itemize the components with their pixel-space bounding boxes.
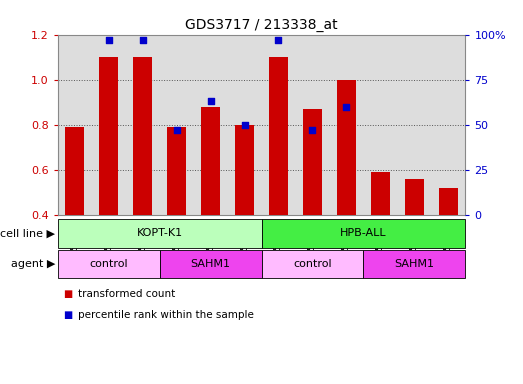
Bar [431, 35, 465, 215]
Bar [92, 35, 126, 215]
Bar [201, 107, 220, 215]
Bar [363, 250, 465, 278]
Point [309, 127, 317, 133]
Bar [371, 172, 390, 215]
Point [206, 98, 215, 104]
Point [343, 104, 351, 110]
Point [241, 122, 249, 128]
Bar [58, 219, 262, 248]
Bar [235, 125, 254, 215]
Bar [303, 109, 322, 215]
Bar [262, 250, 363, 278]
Text: KOPT-K1: KOPT-K1 [137, 228, 183, 238]
Bar [133, 57, 152, 215]
Point [138, 37, 146, 43]
Text: transformed count: transformed count [78, 289, 176, 299]
Bar [269, 57, 288, 215]
Bar [262, 35, 295, 215]
Text: SAHM1: SAHM1 [394, 259, 435, 269]
Bar [329, 35, 363, 215]
Bar [65, 127, 84, 215]
Bar [99, 57, 118, 215]
Text: control: control [89, 259, 128, 269]
Bar [126, 35, 160, 215]
Bar [262, 219, 465, 248]
Point [173, 127, 181, 133]
Point [275, 37, 283, 43]
Bar [58, 250, 160, 278]
Bar [228, 35, 262, 215]
Bar [405, 179, 424, 215]
Text: SAHM1: SAHM1 [190, 259, 231, 269]
Bar [337, 80, 356, 215]
Point [105, 37, 113, 43]
Bar [160, 250, 262, 278]
Text: cell line ▶: cell line ▶ [0, 228, 55, 238]
Text: HPB-ALL: HPB-ALL [340, 228, 387, 238]
Text: ■: ■ [63, 289, 72, 299]
Bar [363, 35, 397, 215]
Bar [397, 35, 431, 215]
Text: percentile rank within the sample: percentile rank within the sample [78, 310, 254, 320]
Bar [439, 188, 458, 215]
Title: GDS3717 / 213338_at: GDS3717 / 213338_at [185, 18, 338, 32]
Text: agent ▶: agent ▶ [10, 259, 55, 269]
Bar [295, 35, 329, 215]
Bar [167, 127, 186, 215]
Text: ■: ■ [63, 310, 72, 320]
Bar [194, 35, 228, 215]
Bar [160, 35, 194, 215]
Bar [58, 35, 92, 215]
Text: control: control [293, 259, 332, 269]
